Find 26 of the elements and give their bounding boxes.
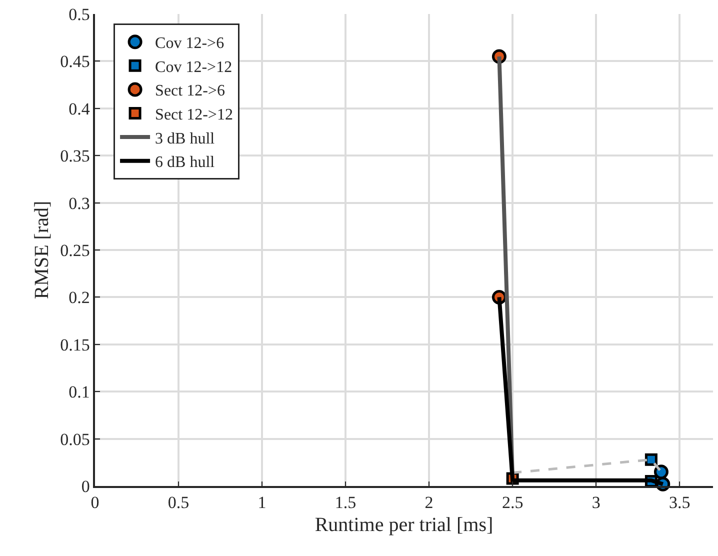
legend-label: Cov 12->6 [155, 35, 224, 52]
y-tick-label: 0.45 [60, 52, 90, 72]
y-tick-label: 0.05 [60, 430, 90, 449]
x-tick-label: 1.5 [334, 493, 356, 512]
x-axis-title: Runtime per trial [ms] [314, 514, 494, 536]
x-tick-label: 1 [258, 493, 266, 512]
x-tick-label: 2 [424, 493, 434, 512]
x-tick-label: 2.5 [502, 493, 524, 512]
legend-label: 6 dB hull [155, 154, 216, 172]
y-tick-label: 0.25 [60, 240, 90, 260]
x-tick-label: 0.5 [168, 493, 190, 512]
y-tick-label: 0.1 [68, 382, 90, 402]
y-tick-label: 0.2 [68, 288, 90, 308]
y-axis-title: RMSE [rad] [31, 200, 54, 300]
legend-label: Sect 12->12 [155, 106, 233, 124]
legend-label: Cov 12->12 [155, 58, 232, 76]
x-tick-label: 3.5 [668, 493, 690, 512]
y-tick-label: 0.5 [68, 4, 90, 24]
x-tick-label: 3 [592, 493, 600, 512]
legend-label: 3 dB hull [155, 130, 216, 148]
y-tick-label: 0.3 [68, 194, 90, 213]
legend-label: Sect 12->6 [155, 82, 225, 100]
y-tick-label: 0.35 [60, 146, 90, 166]
y-tick-label: 0.4 [68, 99, 90, 118]
y-tick-label: 0 [81, 476, 90, 496]
y-tick-label: 0.15 [60, 335, 90, 354]
